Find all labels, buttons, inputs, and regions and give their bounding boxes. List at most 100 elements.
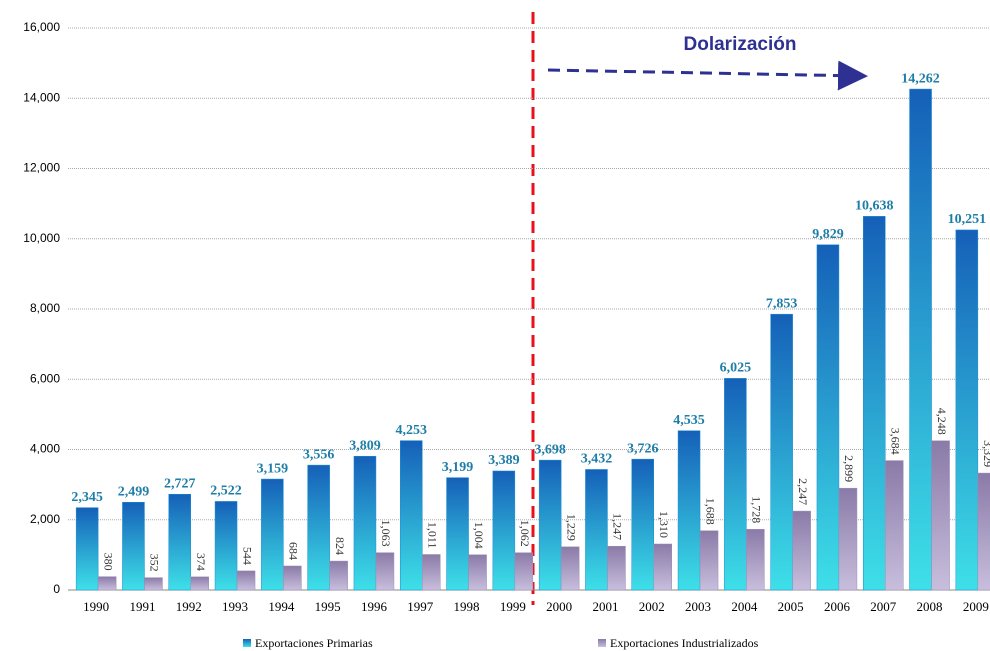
value-label: 9,829 xyxy=(812,227,844,242)
x-tick-label: 1994 xyxy=(268,599,295,614)
value-label: 3,698 xyxy=(534,442,566,457)
value-label: 1,247 xyxy=(611,513,625,540)
bar xyxy=(122,501,145,591)
value-label: 380 xyxy=(101,553,115,571)
bar xyxy=(261,478,284,591)
x-tick-label: 1992 xyxy=(176,599,202,614)
value-label: 3,684 xyxy=(889,428,903,455)
x-tick-label: 2002 xyxy=(639,599,665,614)
bar xyxy=(560,546,580,591)
x-tick-label: 2001 xyxy=(592,599,618,614)
bar xyxy=(955,229,979,591)
bar xyxy=(144,577,163,591)
bar xyxy=(492,470,516,591)
value-label: 2,345 xyxy=(71,490,103,505)
annotation: Dolarización xyxy=(684,34,797,55)
bar xyxy=(677,430,701,591)
bar xyxy=(885,460,904,591)
bar xyxy=(97,576,117,591)
bar xyxy=(931,440,950,591)
value-label: 2,899 xyxy=(842,455,856,482)
bar xyxy=(585,469,608,591)
bar xyxy=(468,554,487,591)
bar xyxy=(190,576,209,591)
x-tick-label: 2008 xyxy=(917,599,943,614)
y-tick-label: 10,000 xyxy=(23,231,60,245)
value-label: 3,389 xyxy=(488,453,520,468)
bar xyxy=(724,378,747,591)
x-tick-label: 2007 xyxy=(870,599,897,614)
x-tick-label: 2003 xyxy=(685,599,711,614)
value-label: 2,499 xyxy=(118,484,150,499)
value-label: 1,011 xyxy=(426,522,440,549)
value-label: 352 xyxy=(148,554,162,572)
y-tick-label: 12,000 xyxy=(23,161,60,175)
x-tick-label: 1995 xyxy=(315,599,341,614)
bar xyxy=(353,455,377,591)
legend-swatch xyxy=(598,639,606,647)
bar xyxy=(446,477,469,591)
arrow xyxy=(547,60,868,91)
bar xyxy=(746,529,765,591)
bar xyxy=(422,554,441,591)
x-tick-label: 2009 xyxy=(963,599,989,614)
legend-swatch xyxy=(243,639,251,647)
value-label: 684 xyxy=(287,542,301,560)
bar xyxy=(607,545,626,591)
value-label: 10,638 xyxy=(855,199,894,214)
bar xyxy=(283,565,302,591)
bar xyxy=(214,501,238,591)
x-tick-label: 1990 xyxy=(83,599,109,614)
x-tick-label: 1999 xyxy=(500,599,526,614)
bar xyxy=(631,458,654,591)
x-tick-label: 2004 xyxy=(731,599,758,614)
value-label: 544 xyxy=(240,547,254,565)
x-tick-label: 1993 xyxy=(222,599,248,614)
bar xyxy=(838,487,858,591)
bar xyxy=(538,459,562,591)
value-label: 2,247 xyxy=(796,478,810,505)
value-label: 1,063 xyxy=(379,520,393,547)
value-label: 2,522 xyxy=(210,484,242,499)
bar xyxy=(909,88,932,591)
y-tick-label: 0 xyxy=(53,582,60,596)
value-label: 1,310 xyxy=(657,511,671,538)
x-tick-label: 1998 xyxy=(454,599,480,614)
bar xyxy=(770,313,793,591)
bar xyxy=(236,570,256,591)
value-label: 1,688 xyxy=(703,498,717,525)
y-tick-label: 2,000 xyxy=(30,512,60,526)
y-tick-label: 6,000 xyxy=(30,371,60,385)
y-tick-label: 4,000 xyxy=(30,442,60,456)
bar xyxy=(816,244,840,591)
bar xyxy=(307,464,330,591)
y-tick-label: 14,000 xyxy=(23,90,60,104)
bar xyxy=(75,507,99,591)
value-label: 10,251 xyxy=(948,212,987,227)
value-label: 6,025 xyxy=(720,361,752,376)
value-label: 14,262 xyxy=(901,71,940,86)
x-tick-label: 1997 xyxy=(407,599,434,614)
value-label: 4,253 xyxy=(396,423,428,438)
y-tick-label: 8,000 xyxy=(30,301,60,315)
legend-label: Exportaciones Primarias xyxy=(255,636,373,650)
value-label: 3,809 xyxy=(349,438,381,453)
bar xyxy=(863,216,886,591)
value-label: 3,199 xyxy=(442,460,474,475)
bar xyxy=(977,472,990,591)
value-label: 3,432 xyxy=(581,452,613,467)
x-tick-label: 2006 xyxy=(824,599,851,614)
value-label: 3,726 xyxy=(627,441,659,456)
value-label: 3,556 xyxy=(303,447,335,462)
value-label: 4,535 xyxy=(673,413,705,428)
value-label: 1,062 xyxy=(518,520,532,547)
x-tick-label: 1996 xyxy=(361,599,388,614)
value-label: 1,229 xyxy=(564,514,578,541)
x-tick-label: 2000 xyxy=(546,599,572,614)
bar xyxy=(168,493,191,591)
value-label: 3,329 xyxy=(981,440,990,467)
bar xyxy=(699,530,719,591)
bar xyxy=(792,510,811,591)
value-label: 3,159 xyxy=(257,461,289,476)
